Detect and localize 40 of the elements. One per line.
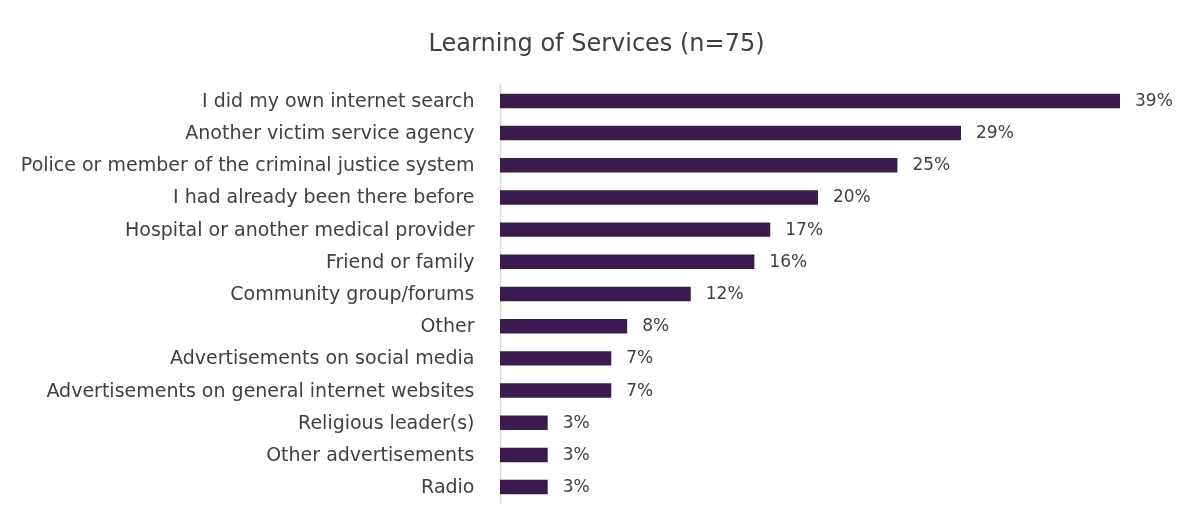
bar bbox=[500, 351, 612, 366]
bar bbox=[500, 158, 898, 173]
y-tick-label: I did my own internet search bbox=[202, 88, 475, 111]
y-tick-label: Radio bbox=[421, 475, 475, 498]
data-label: 3% bbox=[562, 443, 590, 464]
bar bbox=[500, 383, 612, 398]
data-label: 3% bbox=[562, 476, 590, 497]
data-label: 25% bbox=[912, 154, 951, 175]
y-tick-label: Another victim service agency bbox=[185, 121, 475, 144]
y-tick-label: Advertisements on social media bbox=[169, 346, 475, 369]
bar bbox=[500, 222, 771, 237]
bar bbox=[500, 254, 755, 270]
data-label: 17% bbox=[785, 218, 824, 239]
data-label: 29% bbox=[976, 122, 1014, 143]
y-tick-label: Advertisements on general internet websites bbox=[46, 378, 475, 401]
data-label: 20% bbox=[832, 186, 871, 207]
bar bbox=[500, 415, 548, 430]
bar bbox=[500, 318, 628, 334]
bar bbox=[500, 479, 548, 495]
chart-title: Learning of Services (n=75) bbox=[428, 29, 765, 57]
bar bbox=[500, 447, 548, 463]
data-label: 7% bbox=[626, 379, 654, 400]
y-tick-label: I had already been there before bbox=[173, 185, 475, 208]
data-label: 3% bbox=[562, 411, 590, 432]
y-tick-label: Other bbox=[420, 314, 475, 337]
bar bbox=[500, 286, 691, 302]
bar bbox=[500, 190, 818, 205]
y-tick-label: Other advertisements bbox=[266, 442, 475, 465]
data-label: 7% bbox=[626, 347, 654, 368]
data-label: 16% bbox=[769, 250, 808, 271]
data-label: 12% bbox=[705, 283, 744, 303]
data-label: 39% bbox=[1135, 89, 1173, 110]
y-tick-label: Police or member of the criminal justice system bbox=[20, 153, 475, 176]
y-tick-label: Friend or family bbox=[325, 249, 475, 272]
y-tick-label: Hospital or another medical provider bbox=[125, 217, 475, 240]
y-tick-label: Religious leader(s) bbox=[298, 410, 475, 433]
data-label: 8% bbox=[642, 315, 670, 336]
bar bbox=[500, 93, 1120, 109]
bar bbox=[500, 125, 962, 141]
y-tick-label: Community group/forums bbox=[230, 282, 475, 304]
